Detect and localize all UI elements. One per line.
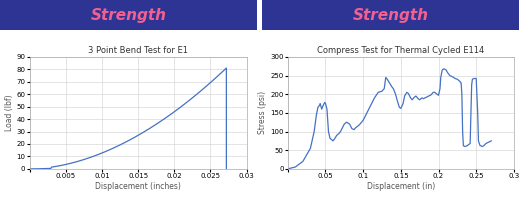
Y-axis label: Stress (psi): Stress (psi) [258, 91, 267, 134]
Text: Strength: Strength [90, 7, 167, 23]
Title: Compress Test for Thermal Cycled E114: Compress Test for Thermal Cycled E114 [317, 46, 484, 55]
X-axis label: Displacement (inches): Displacement (inches) [95, 182, 181, 191]
Text: Strength: Strength [352, 7, 429, 23]
Y-axis label: Load (lbf): Load (lbf) [5, 95, 13, 131]
X-axis label: Displacement (in): Displacement (in) [367, 182, 435, 191]
Title: 3 Point Bend Test for E1: 3 Point Bend Test for E1 [88, 46, 188, 55]
